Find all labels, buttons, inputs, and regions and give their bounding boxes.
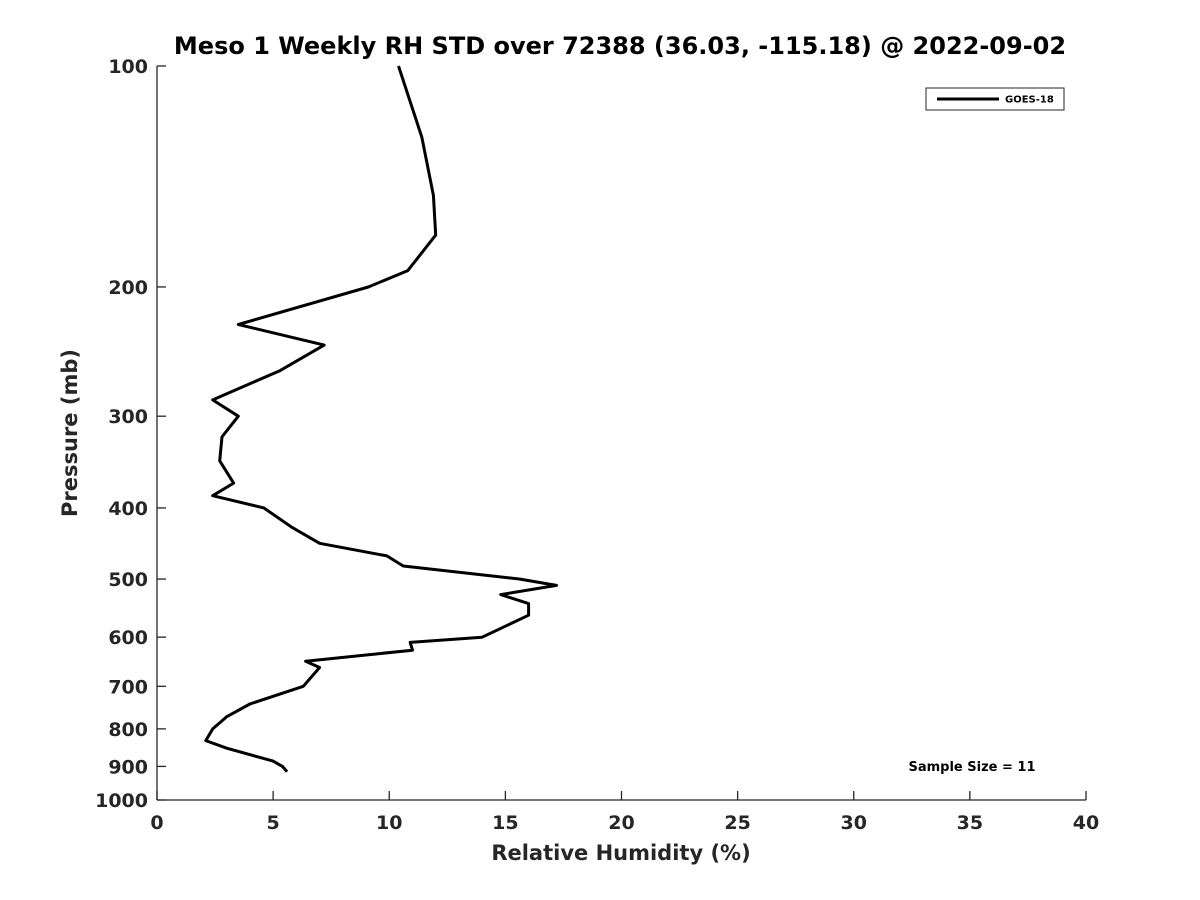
y-tick-label: 600 bbox=[108, 627, 148, 649]
y-tick-label: 700 bbox=[108, 676, 148, 698]
y-tick-label: 500 bbox=[108, 569, 148, 591]
x-tick-label: 0 bbox=[150, 812, 163, 834]
legend: GOES-18 bbox=[925, 87, 1065, 111]
y-axis-label: Pressure (mb) bbox=[58, 349, 82, 517]
y-tick-label: 300 bbox=[108, 406, 148, 428]
y-tick-label: 800 bbox=[108, 719, 148, 741]
x-tick-label: 10 bbox=[376, 812, 402, 834]
x-tick-label: 15 bbox=[492, 812, 518, 834]
x-tick-label: 35 bbox=[957, 812, 983, 834]
x-ticks: 0 5 10 15 20 25 30 35 40 bbox=[150, 791, 1099, 834]
chart-title: Meso 1 Weekly RH STD over 72388 (36.03, … bbox=[174, 32, 1066, 60]
x-tick-label: 25 bbox=[724, 812, 750, 834]
y-tick-label: 900 bbox=[108, 756, 148, 778]
y-tick-label: 200 bbox=[108, 277, 148, 299]
x-tick-label: 40 bbox=[1073, 812, 1099, 834]
y-tick-label: 100 bbox=[108, 56, 148, 78]
x-axis-label: Relative Humidity (%) bbox=[491, 841, 750, 865]
y-tick-label: 1000 bbox=[95, 790, 148, 812]
sample-size-annotation: Sample Size = 11 bbox=[908, 760, 1035, 775]
x-tick-label: 5 bbox=[267, 812, 280, 834]
series-line-goes-18 bbox=[204, 65, 558, 773]
x-tick-label: 20 bbox=[608, 812, 634, 834]
y-tick-label: 400 bbox=[108, 498, 148, 520]
legend-entry-goes-18: GOES-18 bbox=[1005, 95, 1054, 106]
x-tick-label: 30 bbox=[841, 812, 867, 834]
y-ticks: 100 200 300 400 500 600 700 800 900 1000 bbox=[95, 56, 166, 812]
